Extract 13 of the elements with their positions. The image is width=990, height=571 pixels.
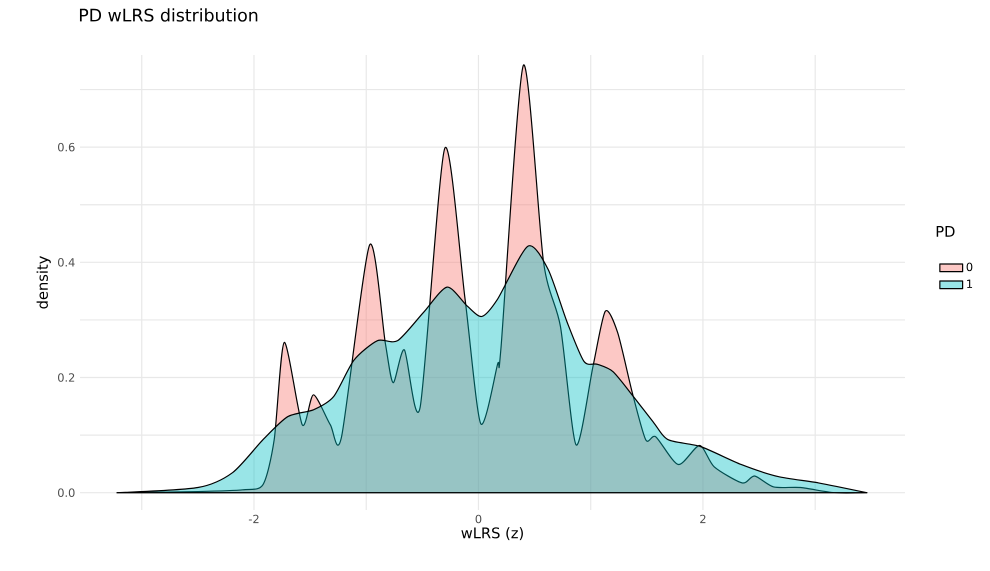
- x-tick-label: 0: [476, 514, 482, 524]
- y-tick-label: 0.2: [58, 373, 74, 382]
- y-tick-label: 0.6: [58, 142, 75, 152]
- x-tick-label: 2: [700, 514, 706, 524]
- legend-label: 0: [966, 262, 972, 272]
- legend-label: 1: [967, 280, 972, 288]
- y-axis-title: density: [36, 256, 51, 309]
- y-tick-label: 0.0: [58, 488, 75, 497]
- y-tick-label: 0.4: [58, 258, 75, 267]
- chart-title: PD wLRS distribution: [80, 8, 258, 22]
- x-axis-title: wLRS (z): [461, 527, 523, 540]
- legend-title: PD: [936, 226, 955, 237]
- x-tick-label: -2: [248, 514, 259, 524]
